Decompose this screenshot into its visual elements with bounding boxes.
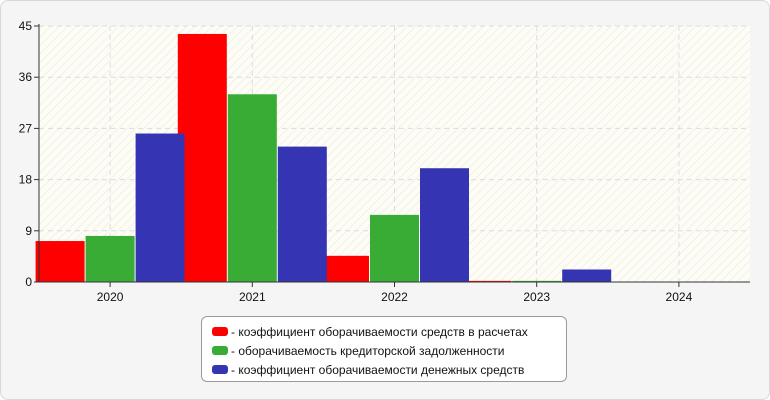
bar-cash-2021: [277, 146, 327, 282]
bar-cash-2023: [562, 269, 612, 282]
bar-cash-2022: [420, 168, 469, 282]
bar-settlements-2022: [320, 255, 369, 282]
legend-label-cash: - коэффициент оборачиваемости денежных с…: [231, 362, 525, 377]
x-tick-label: 2024: [666, 290, 693, 304]
bar-cash-2020: [135, 133, 185, 282]
bar-payables-2023: [512, 280, 562, 282]
x-tick-label: 2021: [239, 290, 266, 304]
bar-payables-2021: [227, 94, 277, 283]
x-tick-label: 2020: [97, 290, 124, 304]
x-tick-label: 2022: [381, 290, 408, 304]
bar-payables-2020: [85, 235, 135, 282]
y-tick-label: 18: [19, 173, 33, 187]
y-tick-label: 9: [25, 224, 32, 238]
legend-swatch-red: [212, 327, 228, 336]
bar-settlements-2021: [177, 33, 227, 282]
y-tick-label: 27: [19, 121, 33, 135]
legend-swatch-blue: [212, 365, 228, 374]
bar-settlements-2020: [35, 241, 85, 282]
y-tick-label: 36: [19, 70, 33, 84]
legend-item-payables: - оборачиваемость кредиторской задолженн…: [212, 341, 566, 360]
legend-label-payables: - оборачиваемость кредиторской задолженн…: [231, 343, 505, 358]
x-tick-label: 2023: [523, 290, 550, 304]
legend-label-settlements: - коэффициент оборачиваемости средств в …: [231, 324, 528, 339]
legend: - коэффициент оборачиваемости средств в …: [201, 316, 567, 382]
y-tick-label: 45: [19, 19, 33, 33]
y-tick-label: 0: [25, 275, 32, 289]
bar-settlements-2023: [462, 280, 512, 282]
legend-item-settlements: - коэффициент оборачиваемости средств в …: [212, 322, 566, 341]
bar-payables-2022: [370, 214, 419, 282]
legend-swatch-green: [212, 346, 228, 355]
legend-item-cash: - коэффициент оборачиваемости денежных с…: [212, 360, 566, 379]
